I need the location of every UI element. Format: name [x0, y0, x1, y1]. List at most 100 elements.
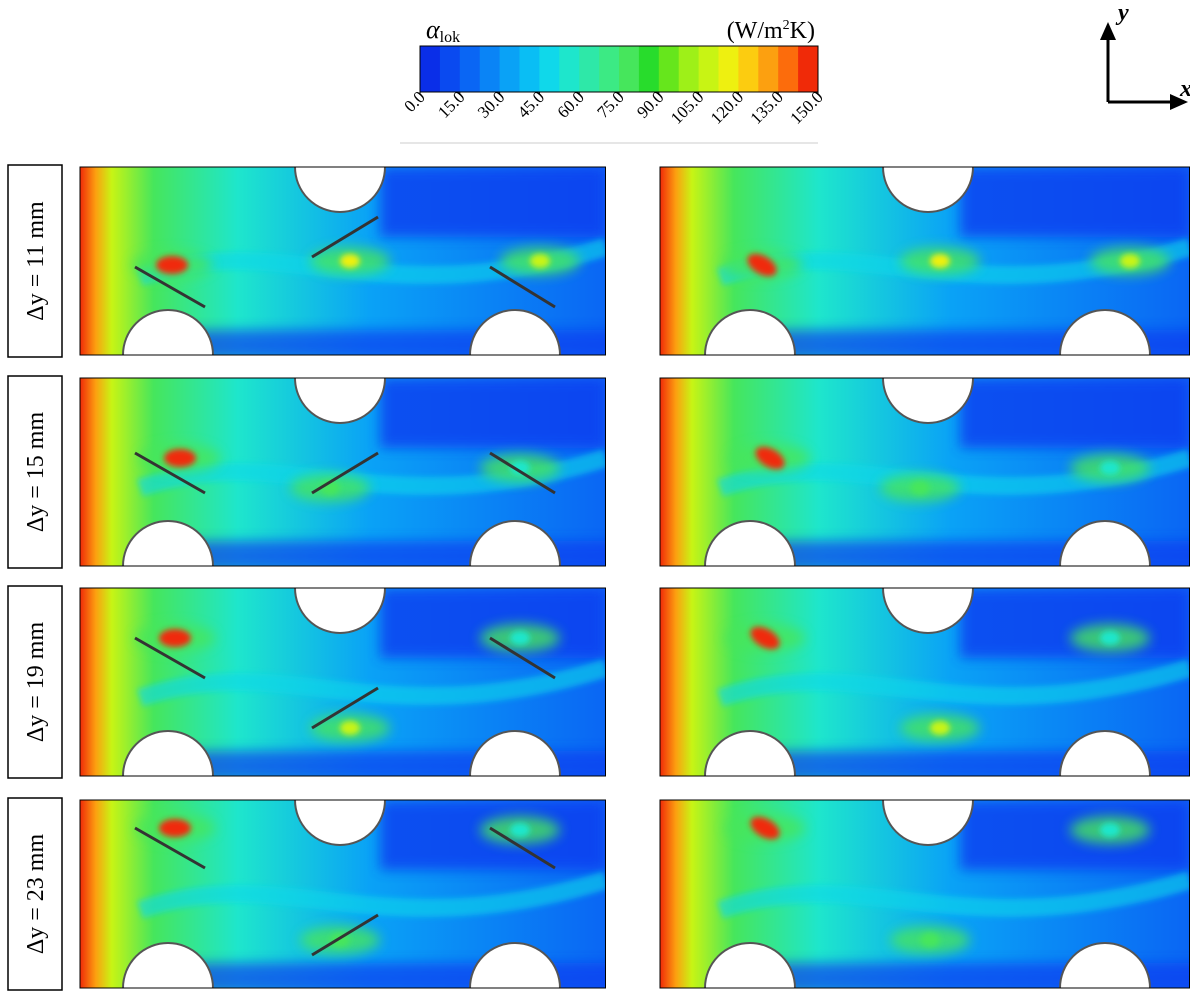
cold-region — [960, 378, 1190, 448]
tube — [1059, 730, 1151, 776]
colorbar-segment — [479, 46, 501, 92]
hot-spot — [755, 446, 785, 470]
colorbar-symbol: αlok — [426, 15, 460, 46]
contour-panel — [79, 377, 606, 567]
contour-panel — [659, 587, 1190, 777]
row-label: Δy = 19 mm — [23, 622, 49, 743]
fin-plate — [489, 636, 556, 680]
row-label: Δy = 11 mm — [23, 201, 49, 321]
colorbar-segment — [519, 46, 540, 92]
hot-spot — [159, 819, 191, 837]
tube — [294, 588, 386, 634]
hot-spot — [920, 933, 940, 947]
colorbar: 0.0 15.0 30.0 45.0 60.0 75.0 90.0 105.0 120.0 135… — [400, 45, 827, 144]
colorbar-tick-label: 15.0 — [434, 87, 468, 121]
tube — [469, 309, 561, 355]
colorbar-segment — [698, 46, 719, 92]
tube — [704, 520, 796, 566]
colorbar-segment — [599, 46, 620, 92]
hot-spot — [510, 461, 530, 475]
colorbar-segment — [539, 46, 560, 92]
contour-panel — [659, 166, 1190, 356]
tube — [882, 167, 974, 213]
colorbar-segment — [459, 46, 481, 92]
fin-plate — [311, 215, 379, 259]
panel-frame — [79, 799, 606, 989]
hot-spot — [530, 254, 550, 268]
tube — [1059, 520, 1151, 566]
hot-spot — [510, 631, 530, 645]
colorbar-segment — [439, 46, 461, 92]
field — [80, 378, 606, 566]
colorbar-segment — [798, 46, 819, 92]
axis-indicator: y x — [1100, 0, 1190, 110]
streak — [136, 871, 606, 919]
tube — [122, 730, 214, 776]
colorbar-tick-label: 45.0 — [514, 87, 548, 121]
colorbar-segment — [738, 46, 759, 92]
tube — [294, 800, 386, 846]
colorbar-segment — [718, 46, 739, 92]
colorbar-tick-label: 75.0 — [593, 87, 627, 121]
fin-plate — [134, 636, 206, 680]
fin-plate — [311, 451, 379, 495]
cold-region — [380, 167, 606, 237]
row-label-box — [7, 585, 63, 779]
hot-spot — [1100, 461, 1120, 475]
row-label: Δy = 23 mm — [23, 834, 49, 955]
field — [80, 588, 606, 776]
hot-spot — [1120, 254, 1140, 268]
contour-panel — [79, 799, 606, 989]
colorbar-tick-label: 120.0 — [707, 87, 747, 127]
hot-spot — [750, 816, 780, 840]
field — [80, 800, 606, 988]
tube — [1059, 942, 1151, 988]
hot-spot — [930, 721, 950, 735]
streak — [716, 659, 1190, 707]
hot-spot — [747, 253, 777, 277]
colorbar-tick-label: 60.0 — [554, 87, 588, 121]
hot-spot — [750, 626, 780, 650]
hot-spot — [164, 449, 196, 467]
colorbar-unit: (W/m2K) — [727, 18, 815, 44]
tube — [122, 942, 214, 988]
row-label-box — [7, 375, 63, 569]
tube — [469, 942, 561, 988]
colorbar-segment — [638, 46, 660, 92]
tube — [704, 942, 796, 988]
tube — [704, 730, 796, 776]
hot-spot — [910, 481, 930, 495]
fin-plate — [489, 265, 556, 309]
axis-x-label: x — [1179, 76, 1190, 102]
tube — [882, 800, 974, 846]
colorbar-segment — [420, 46, 441, 92]
fin-plate — [489, 451, 556, 495]
colorbar-tick-label: 30.0 — [474, 87, 508, 121]
cold-region — [960, 588, 1190, 658]
field — [660, 378, 1190, 566]
hot-spot — [1100, 631, 1120, 645]
tube — [1059, 309, 1151, 355]
colorbar-segment — [619, 46, 640, 92]
tube — [704, 309, 796, 355]
tube — [294, 167, 386, 213]
colorbar-tick-label: 135.0 — [747, 87, 787, 127]
tube — [882, 378, 974, 424]
colorbar-segment — [658, 46, 680, 92]
contour-panel — [79, 166, 606, 356]
cold-region — [960, 167, 1190, 237]
colorbar-segment — [758, 46, 779, 92]
colorbar-segment — [559, 46, 580, 92]
panel-frame — [79, 377, 606, 567]
colorbar-tick-label: 105.0 — [667, 87, 707, 127]
tube — [122, 520, 214, 566]
panels: Δy = 11 mm Δy = 15 mm Δy = 19 mm Δy = 23 mm — [7, 164, 1190, 991]
field — [660, 588, 1190, 776]
field — [660, 167, 1190, 355]
tube — [469, 730, 561, 776]
tube — [122, 309, 214, 355]
fin-plate — [489, 826, 556, 870]
row-label: Δy = 15 mm — [23, 412, 49, 533]
contour-panel — [79, 587, 606, 777]
hot-spot — [340, 254, 360, 268]
